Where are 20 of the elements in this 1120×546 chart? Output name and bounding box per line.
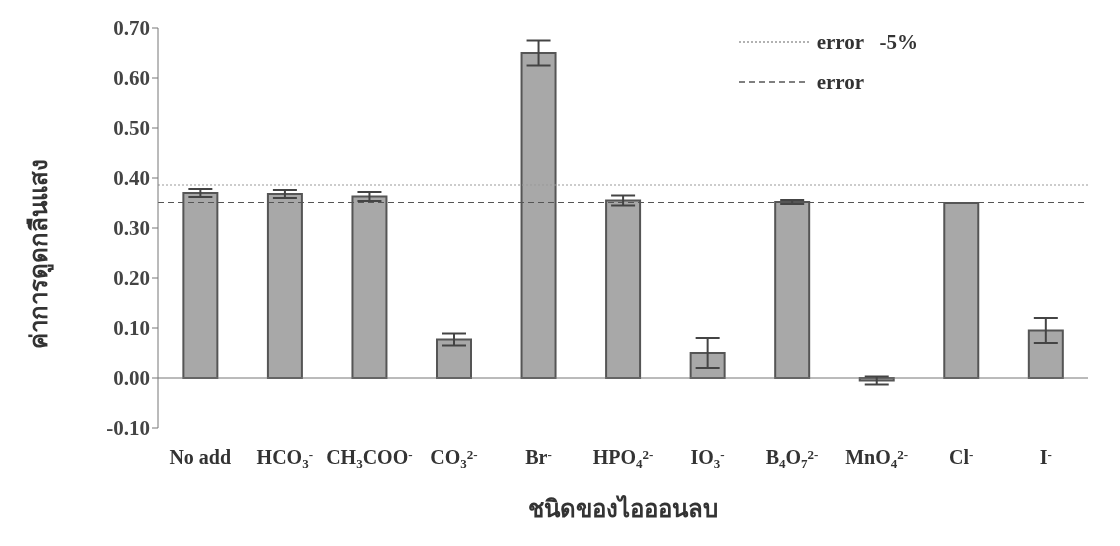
y-tick-label: -0.10 <box>106 416 150 441</box>
x-tick-label: Br$^{-}$ <box>525 446 552 468</box>
x-tick-label: CH$_{3}$COO$^{-}$ <box>326 446 413 471</box>
bar <box>1027 329 1064 379</box>
y-tick-label: 0.70 <box>113 16 150 41</box>
y-tick-label: 0.10 <box>113 316 150 341</box>
bar <box>436 338 472 379</box>
x-tick-label: Cl$^{-}$ <box>949 446 974 468</box>
y-tick-label: 0.60 <box>113 66 150 91</box>
legend-label: error -5% <box>816 29 918 55</box>
y-tick-label: 0.50 <box>113 116 150 141</box>
y-axis-title: ค่าการดูดกลืนแสง <box>24 158 55 348</box>
x-tick-label: I$^{-}$ <box>1039 446 1052 468</box>
x-axis-title: ชนิดของไอออนลบ <box>527 494 719 524</box>
y-tick-label: 0.00 <box>113 366 150 391</box>
y-tick-label: 0.20 <box>113 266 150 291</box>
legend-label: error <box>816 69 865 95</box>
x-tick-label: No add <box>169 446 232 468</box>
y-tick-label: 0.40 <box>113 166 150 191</box>
y-tick-label: 0.30 <box>113 216 150 241</box>
